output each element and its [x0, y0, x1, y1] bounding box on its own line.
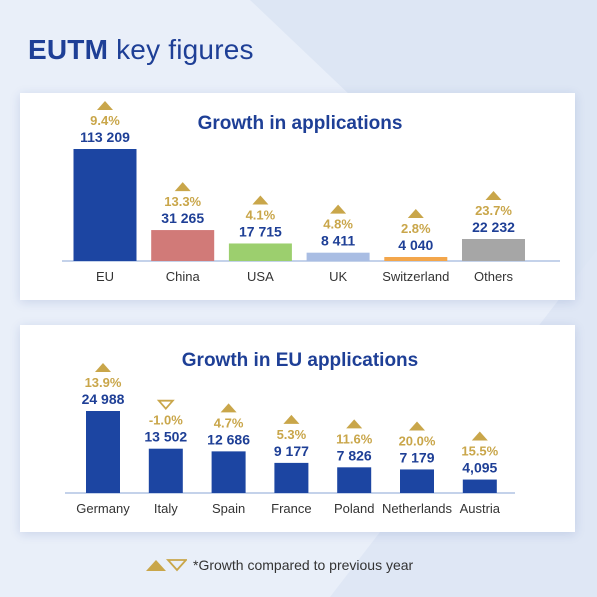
growth-label: 4.7%	[214, 415, 244, 430]
growth-label: 20.0%	[399, 433, 436, 448]
bar-eu	[73, 149, 137, 261]
category-label: Germany	[76, 501, 130, 516]
growth-label: 23.7%	[475, 203, 512, 218]
growth-up-icon	[409, 421, 425, 431]
value-label: 7 179	[399, 449, 434, 465]
category-label: Switzerland	[382, 269, 449, 284]
bar-poland	[337, 467, 372, 493]
value-label: 12 686	[207, 431, 250, 447]
growth-up-icon	[97, 101, 113, 110]
growth-label: 9.4%	[90, 113, 120, 128]
category-label: Poland	[334, 501, 374, 516]
category-label: Netherlands	[382, 501, 453, 516]
growth-label: 11.6%	[336, 431, 373, 446]
bar-netherlands	[400, 469, 434, 493]
growth-up-icon	[95, 363, 111, 372]
growth-up-icon	[174, 182, 191, 192]
growth-up-icon	[407, 209, 424, 219]
value-label: 113 209	[80, 129, 130, 145]
category-label: USA	[247, 269, 274, 284]
bar-others	[462, 239, 525, 261]
bar-italy	[148, 448, 183, 493]
bar-austria	[462, 479, 497, 493]
growth-legend-icons	[146, 559, 187, 572]
category-label: France	[271, 501, 311, 516]
growth-up-icon	[346, 419, 363, 429]
value-label: 31 265	[161, 210, 204, 226]
footer: *Growth compared to previous year	[145, 556, 413, 574]
page-title: EUTM key figures	[28, 34, 254, 66]
footnote: *Growth compared to previous year	[193, 557, 414, 573]
bar-china	[151, 230, 215, 261]
eu-applications-chart-card: Growth in EU applications Germany 24 988 13…	[20, 325, 575, 532]
growth-up-icon	[485, 191, 502, 201]
growth-label: 15.5%	[461, 444, 498, 459]
category-label: EU	[96, 269, 114, 284]
growth-label: 2.8%	[401, 221, 431, 236]
value-label: 4,095	[462, 460, 497, 476]
bar-germany	[86, 411, 120, 493]
growth-up-icon	[283, 414, 300, 424]
bar-switzerland	[384, 257, 448, 261]
value-label: 9 177	[274, 443, 309, 459]
value-label: 17 715	[239, 223, 282, 239]
value-label: 22 232	[472, 219, 515, 235]
value-label: 8 411	[321, 233, 355, 249]
page-title-bold: EUTM	[28, 34, 109, 65]
growth-down-icon	[156, 399, 175, 411]
up-triangle-icon	[146, 560, 166, 571]
growth-up-icon	[220, 403, 237, 413]
growth-label: 4.8%	[323, 217, 353, 232]
category-label: UK	[329, 269, 347, 284]
bar-uk	[306, 252, 370, 261]
bar-france	[274, 462, 309, 493]
bar-spain	[211, 451, 246, 493]
growth-label: 4.1%	[246, 207, 276, 222]
growth-label: 13.3%	[164, 194, 201, 209]
value-label: 13 502	[144, 429, 187, 445]
growth-label: -1.0%	[149, 413, 183, 428]
value-label: 24 988	[82, 391, 125, 407]
category-label: China	[166, 269, 201, 284]
growth-up-icon	[330, 204, 347, 214]
value-label: 7 826	[337, 447, 372, 463]
category-label: Spain	[212, 501, 245, 516]
applications-chart-card: Growth in applications EU 113 209 9.4% China…	[20, 93, 575, 300]
chart-title: Growth in EU applications	[182, 350, 418, 371]
value-label: 4 040	[398, 237, 433, 253]
growth-label: 5.3%	[277, 427, 307, 442]
growth-up-icon	[252, 195, 269, 205]
growth-up-icon	[471, 431, 488, 441]
growth-label: 13.9%	[85, 375, 122, 390]
down-triangle-icon	[165, 559, 187, 572]
bar-usa	[228, 243, 292, 261]
page-title-rest: key figures	[108, 34, 254, 65]
category-label: Italy	[154, 501, 178, 516]
chart-title: Growth in applications	[198, 113, 403, 134]
category-label: Austria	[460, 501, 501, 516]
category-label: Others	[474, 269, 514, 284]
